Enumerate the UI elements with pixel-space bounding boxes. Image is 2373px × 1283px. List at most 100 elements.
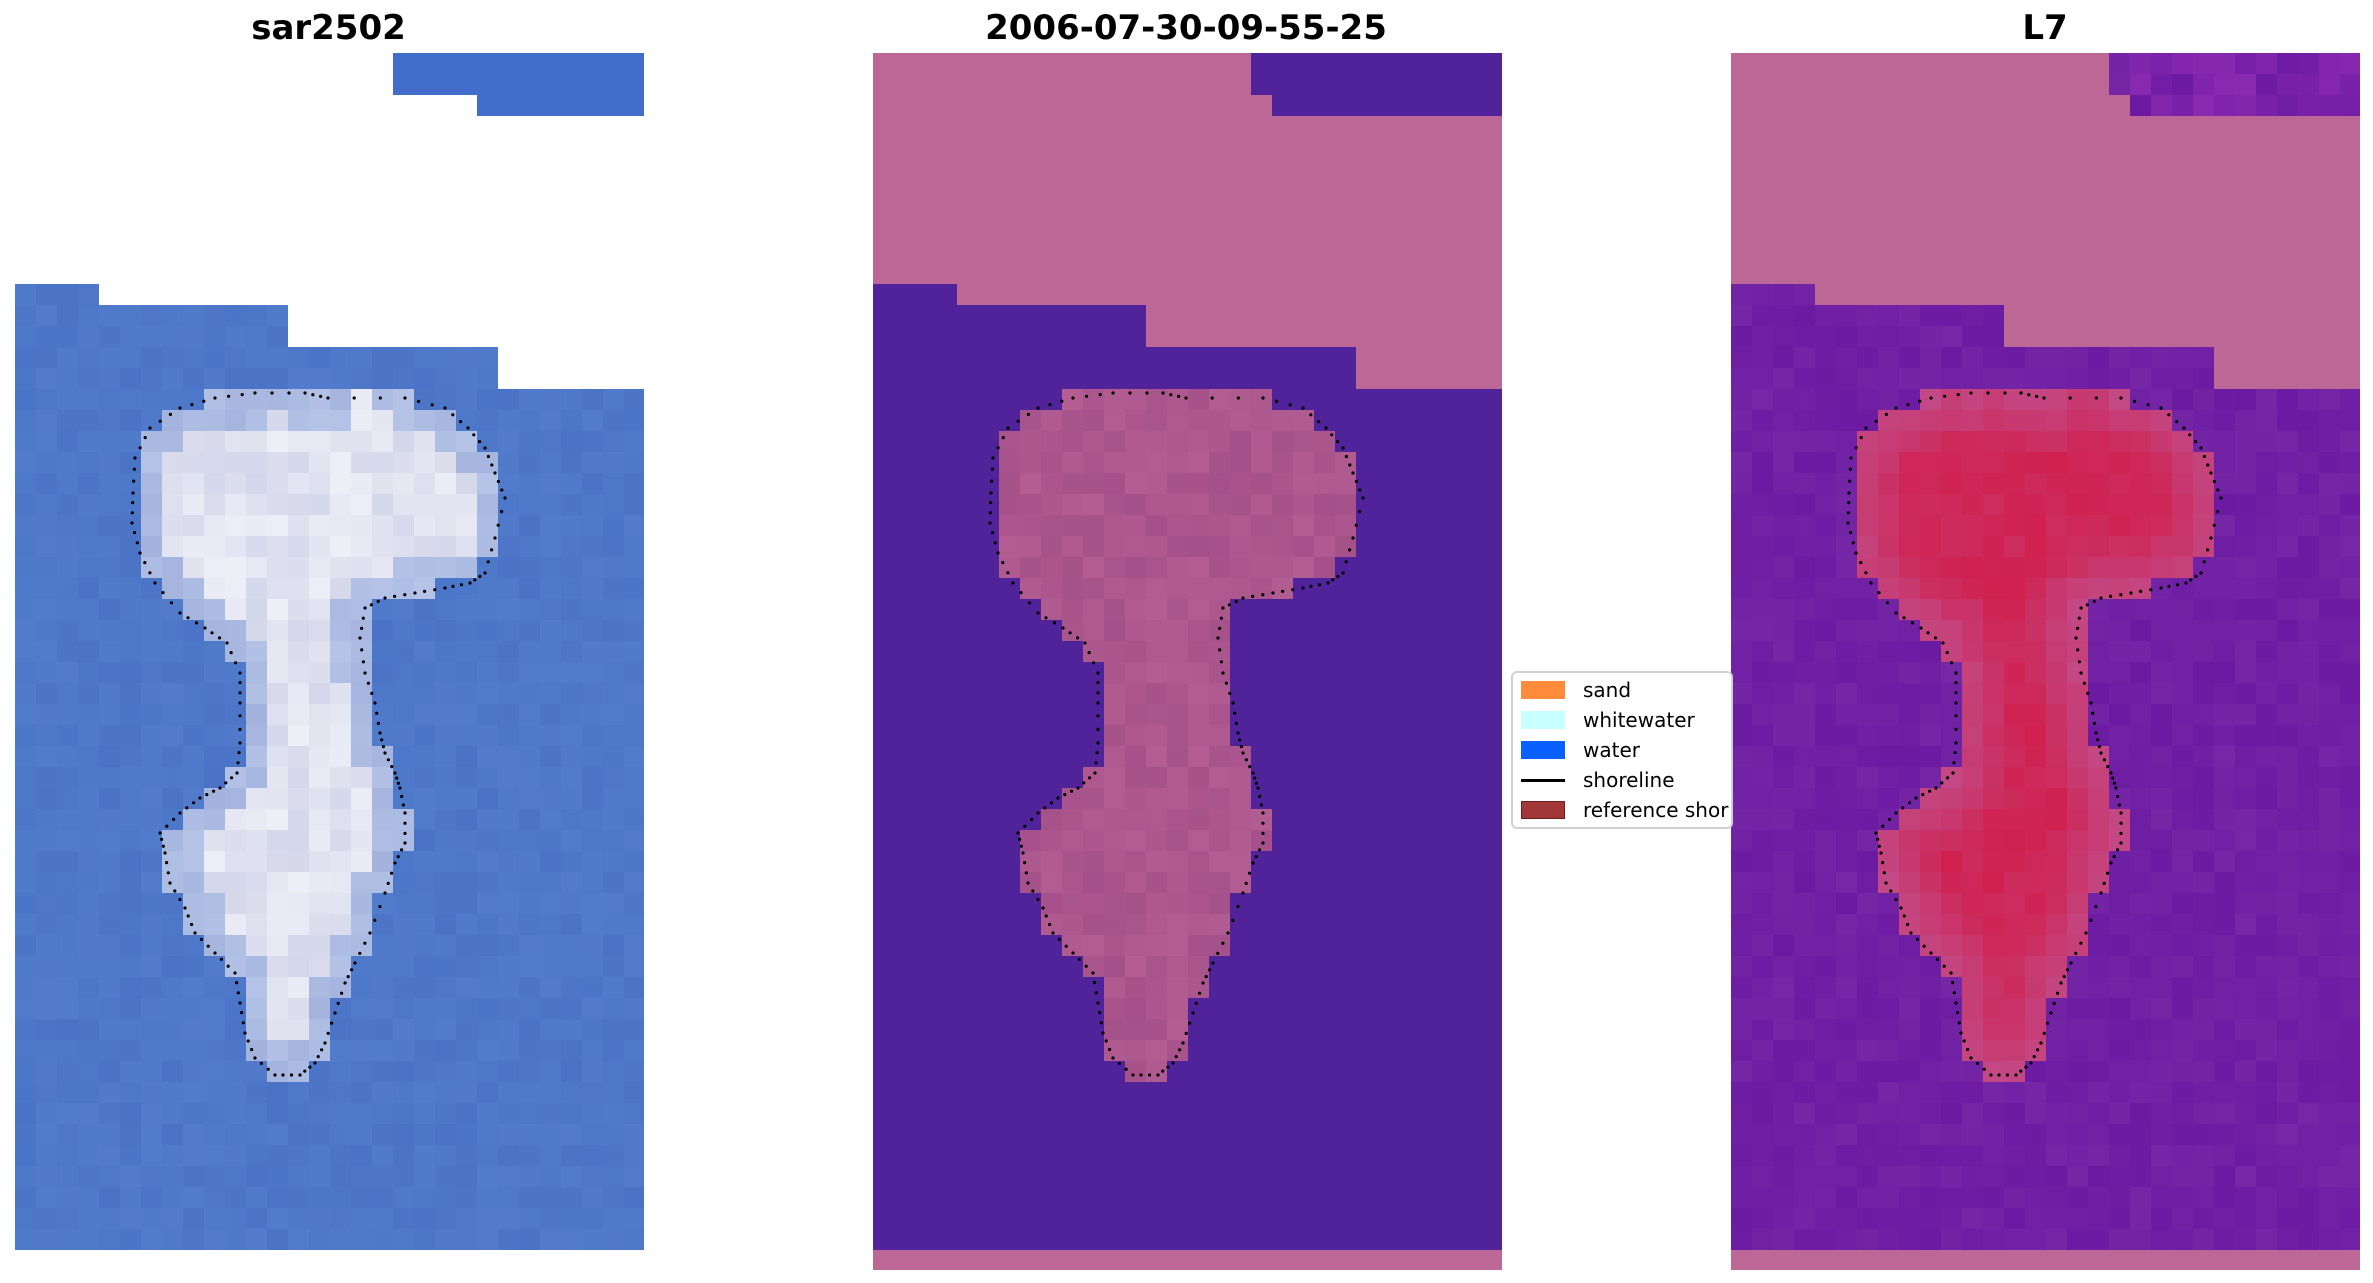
- class-pixel: [1104, 1019, 1125, 1040]
- index-pixel: [2088, 389, 2109, 410]
- index-pixel: [2172, 872, 2193, 893]
- shoreline-point: [451, 584, 455, 589]
- class-pixel: [978, 536, 999, 557]
- index-pixel: [2256, 662, 2277, 683]
- index-pixel: [2046, 704, 2067, 725]
- rgb-pixel: [624, 599, 644, 620]
- class-pixel: [1251, 116, 1272, 137]
- class-pixel: [1314, 179, 1335, 200]
- class-pixel: [957, 809, 978, 830]
- shoreline-point: [1317, 420, 1321, 424]
- index-pixel: [2298, 893, 2319, 914]
- index-pixel: [2046, 242, 2067, 263]
- class-pixel: [1209, 263, 1230, 284]
- index-pixel: [1731, 284, 1752, 305]
- rgb-pixel: [183, 767, 204, 788]
- index-pixel: [1941, 389, 1962, 410]
- index-pixel: [2109, 746, 2130, 767]
- class-pixel: [957, 263, 978, 284]
- index-pixel: [1899, 998, 1920, 1019]
- index-pixel: [2046, 893, 2067, 914]
- classified-image-panel: [873, 53, 1502, 1270]
- rgb-pixel: [246, 1124, 267, 1145]
- rgb-pixel: [309, 1040, 330, 1061]
- class-pixel: [957, 74, 978, 95]
- class-pixel: [1377, 893, 1398, 914]
- class-pixel: [915, 1208, 936, 1229]
- class-pixel: [1020, 1187, 1041, 1208]
- class-pixel: [957, 242, 978, 263]
- class-pixel: [1125, 914, 1146, 935]
- index-pixel: [1941, 662, 1962, 683]
- class-pixel: [915, 704, 936, 725]
- class-pixel: [1104, 242, 1125, 263]
- class-pixel: [1377, 515, 1398, 536]
- rgb-pixel: [246, 326, 267, 347]
- rgb-pixel: [477, 830, 498, 851]
- rgb-pixel: [99, 998, 120, 1019]
- class-pixel: [978, 1229, 999, 1250]
- class-pixel: [1230, 872, 1251, 893]
- rgb-pixel: [351, 1019, 372, 1040]
- index-pixel: [2319, 95, 2340, 116]
- class-pixel: [915, 872, 936, 893]
- rgb-pixel: [393, 389, 414, 410]
- class-pixel: [1230, 326, 1251, 347]
- rgb-pixel: [435, 1187, 456, 1208]
- index-pixel: [2298, 851, 2319, 872]
- index-pixel: [1878, 725, 1899, 746]
- class-pixel: [1398, 536, 1419, 557]
- rgb-pixel: [141, 473, 162, 494]
- class-pixel: [1230, 704, 1251, 725]
- class-pixel: [1083, 1124, 1104, 1145]
- rgb-pixel: [414, 935, 435, 956]
- index-pixel: [2256, 158, 2277, 179]
- rgb-pixel: [57, 872, 78, 893]
- rgb-pixel: [519, 452, 540, 473]
- index-pixel: [2340, 683, 2360, 704]
- index-pixel: [2004, 95, 2025, 116]
- class-pixel: [1083, 515, 1104, 536]
- index-pixel: [2235, 620, 2256, 641]
- index-pixel: [1773, 914, 1794, 935]
- class-pixel: [1461, 809, 1482, 830]
- rgb-pixel: [603, 683, 624, 704]
- rgb-pixel: [330, 1103, 351, 1124]
- class-pixel: [1335, 1061, 1356, 1082]
- rgb-pixel: [519, 1040, 540, 1061]
- class-pixel: [1314, 662, 1335, 683]
- rgb-pixel: [141, 725, 162, 746]
- class-pixel: [1209, 893, 1230, 914]
- rgb-pixel: [519, 1124, 540, 1145]
- class-pixel: [1440, 200, 1461, 221]
- class-pixel: [1209, 683, 1230, 704]
- index-pixel: [1731, 116, 1752, 137]
- class-pixel: [1335, 74, 1356, 95]
- index-pixel: [2130, 494, 2151, 515]
- rgb-pixel: [120, 347, 141, 368]
- rgb-pixel: [225, 1040, 246, 1061]
- class-pixel: [1272, 557, 1293, 578]
- class-pixel: [1188, 641, 1209, 662]
- shoreline-point: [1111, 391, 1115, 395]
- rgb-pixel: [162, 683, 183, 704]
- class-pixel: [915, 662, 936, 683]
- class-pixel: [1083, 641, 1104, 662]
- shoreline-point: [1348, 548, 1352, 552]
- class-pixel: [894, 998, 915, 1019]
- index-pixel: [2319, 473, 2340, 494]
- index-pixel: [2025, 599, 2046, 620]
- index-pixel: [1983, 1082, 2004, 1103]
- rgb-pixel: [246, 851, 267, 872]
- class-pixel: [1440, 1103, 1461, 1124]
- index-pixel: [2172, 809, 2193, 830]
- index-pixel: [1941, 998, 1962, 1019]
- class-pixel: [1377, 746, 1398, 767]
- index-pixel: [1731, 200, 1752, 221]
- index-pixel: [2130, 956, 2151, 977]
- index-pixel: [2130, 557, 2151, 578]
- rgb-pixel: [351, 1229, 372, 1250]
- rgb-pixel: [498, 1103, 519, 1124]
- class-pixel: [1335, 998, 1356, 1019]
- rgb-pixel: [78, 914, 99, 935]
